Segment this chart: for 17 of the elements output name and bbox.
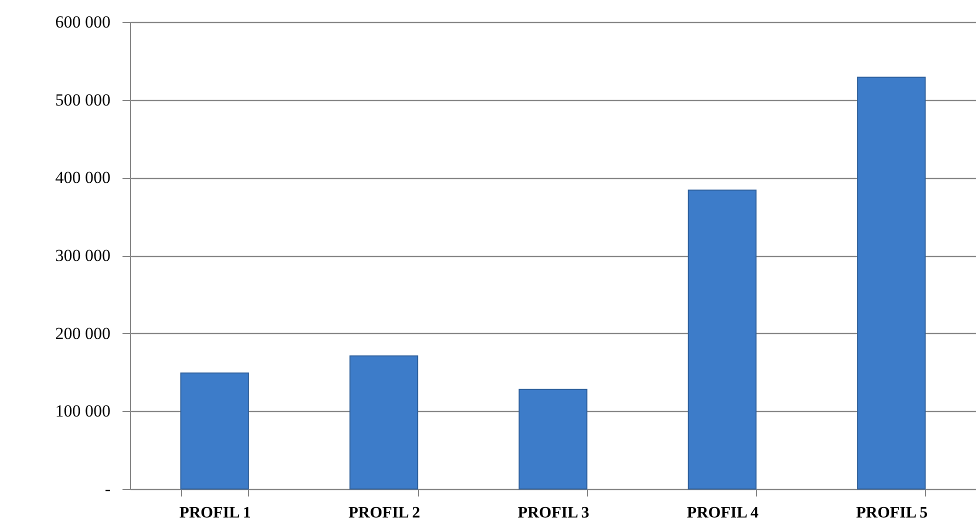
bar	[857, 76, 926, 490]
bar	[349, 355, 418, 490]
x-tick-label: PROFIL 1	[179, 504, 251, 522]
y-tick-label: 200 000	[55, 324, 110, 343]
x-tick-label: PROFIL 2	[348, 504, 420, 522]
x-tick-label: PROFIL 3	[518, 504, 590, 522]
y-tick-label: -	[104, 480, 111, 498]
y-tick-label: 300 000	[55, 246, 110, 265]
y-tick-label: 400 000	[55, 168, 110, 188]
bar	[180, 372, 249, 490]
y-tick-label: 100 000	[55, 402, 110, 421]
y-tick-label: 500 000	[55, 90, 110, 110]
y-tick-label: 600 000	[55, 12, 110, 32]
bar	[518, 388, 588, 490]
x-tick-label: PROFIL 5	[856, 504, 928, 522]
bar	[688, 190, 757, 490]
x-tick-label: PROFIL 4	[686, 504, 758, 522]
